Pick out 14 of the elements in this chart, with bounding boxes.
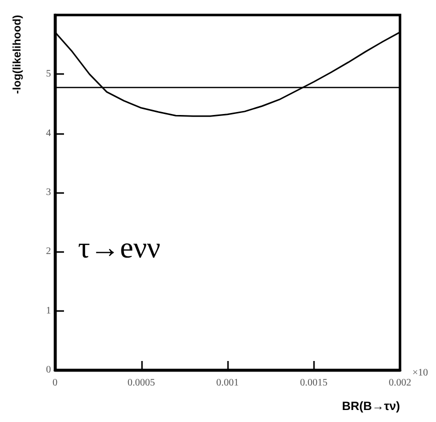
y-tick-label: 1	[46, 305, 51, 316]
x-axis-title: BR(B→τν)	[342, 399, 400, 413]
x-tick-label: 0.001	[216, 378, 239, 388]
y-tick-label: 4	[46, 128, 51, 139]
x-tick-label: 0.0005	[128, 378, 155, 388]
y-tick-label: 3	[46, 187, 51, 198]
y-axis-title: -log(likelihood)	[12, 14, 24, 94]
text: ×10	[412, 368, 428, 378]
y-tick-label: 0	[46, 364, 51, 376]
x-tick-label: 0.002	[388, 378, 412, 388]
x-tick-label: 0.0015	[300, 378, 328, 388]
y-tick-label: 5	[46, 68, 51, 80]
y-tick-label: 2	[46, 246, 51, 258]
annotation: τ→eνν	[78, 232, 160, 264]
